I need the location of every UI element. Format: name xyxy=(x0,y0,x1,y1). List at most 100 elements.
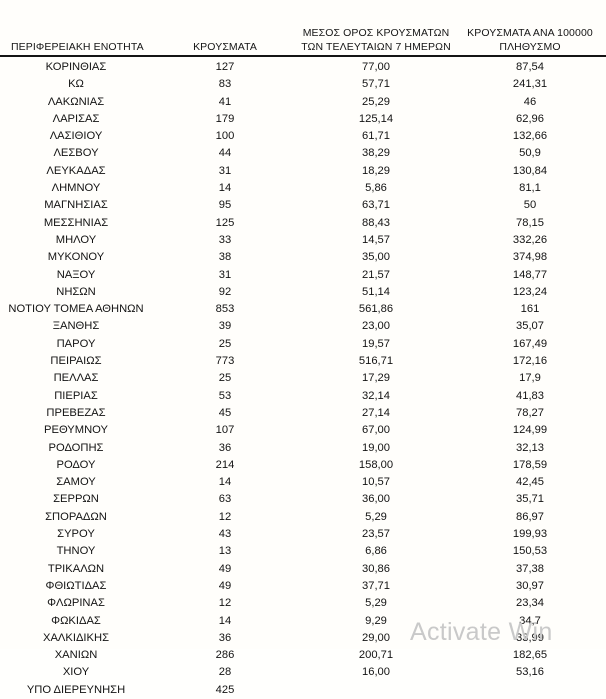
table-row[interactable]: ΤΡΙΚΑΛΩΝ 49 30,86 37,38 xyxy=(0,561,606,578)
cell-cases: 286 xyxy=(215,649,235,662)
cell-region: ΜΑΓΝΗΣΙΑΣ xyxy=(44,199,108,212)
cell-avg7: 88,43 xyxy=(362,216,390,229)
cell-region: ΛΕΣΒΟΥ xyxy=(53,147,99,160)
table-header: ΠΕΡΙΦΕΡΕΙΑΚΗ ΕΝΟΤΗΤΑ ΚΡΟΥΣΜΑΤΑ ΜΕΣΟΣ ΟΡΟ… xyxy=(0,14,606,57)
cell-avg7: 51,14 xyxy=(362,285,390,298)
cell-per100k: 78,27 xyxy=(516,406,544,419)
table-row[interactable]: ΦΩΚΙΔΑΣ 14 9,29 34,7 xyxy=(0,613,606,630)
table-row[interactable]: ΜΥΚΟΝΟΥ 38 35,00 374,98 xyxy=(0,249,606,266)
table-row[interactable]: ΧΙΟΥ 28 16,00 53,16 xyxy=(0,664,606,681)
table-row[interactable]: ΝΟΤΙΟΥ ΤΟΜΕΑ ΑΘΗΝΩΝ 853 561,86 161 xyxy=(0,301,606,318)
cell-cases: 49 xyxy=(218,579,232,592)
cell-cases: 214 xyxy=(215,458,235,471)
cell-per100k: 30,97 xyxy=(516,579,544,592)
table-row[interactable]: ΤΗΝΟΥ 13 6,86 150,53 xyxy=(0,543,606,560)
cell-per100k: 81,1 xyxy=(519,182,541,195)
table-row[interactable]: ΛΗΜΝΟΥ 14 5,86 81,1 xyxy=(0,180,606,197)
cell-per100k: 35,07 xyxy=(516,320,544,333)
table-row[interactable]: ΠΕΛΛΑΣ 25 17,29 17,9 xyxy=(0,370,606,387)
cell-per100k: 62,96 xyxy=(516,112,544,125)
table-row[interactable]: ΝΗΣΩΝ 92 51,14 123,24 xyxy=(0,284,606,301)
cell-cases: 53 xyxy=(218,389,232,402)
cell-avg7: 36,00 xyxy=(362,493,390,506)
column-header-per100k: ΚΡΟΥΣΜΑΤΑ ΑΝΑ 100000 ΠΛΗΘΥΣΜΟ xyxy=(454,14,606,57)
cell-region: ΥΠΟ ΔΙΕΡΕΥΝΗΣΗ xyxy=(26,683,126,696)
cell-avg7: 25,29 xyxy=(362,95,390,108)
cell-cases: 13 xyxy=(218,545,232,558)
cell-cases: 39 xyxy=(218,320,232,333)
cell-region: ΝΟΤΙΟΥ ΤΟΜΕΑ ΑΘΗΝΩΝ xyxy=(8,303,144,316)
table-row[interactable]: ΛΑΡΙΣΑΣ 179 125,14 62,96 xyxy=(0,111,606,128)
cell-region: ΧΑΝΙΩΝ xyxy=(54,649,98,662)
cell-per100k: 178,59 xyxy=(512,458,548,471)
cell-cases: 92 xyxy=(218,285,232,298)
cell-cases: 853 xyxy=(215,303,235,316)
cell-avg7: 30,86 xyxy=(362,562,390,575)
cell-per100k: 32,13 xyxy=(516,441,544,454)
cell-region: ΤΗΝΟΥ xyxy=(56,545,96,558)
cell-region: ΜΥΚΟΝΟΥ xyxy=(47,251,105,264)
cell-cases: 38 xyxy=(218,251,232,264)
cell-avg7: 37,71 xyxy=(362,579,390,592)
cell-region: ΣΥΡΟΥ xyxy=(57,528,95,541)
table-row[interactable]: ΛΕΣΒΟΥ 44 38,29 50,9 xyxy=(0,145,606,162)
cell-avg7: 77,00 xyxy=(362,61,390,73)
table-row[interactable]: ΧΑΛΚΙΔΙΚΗΣ 36 29,00 33,99 xyxy=(0,630,606,647)
cell-per100k: 50,9 xyxy=(519,147,541,160)
table-row[interactable]: ΣΑΜΟΥ 14 10,57 42,45 xyxy=(0,474,606,491)
cell-cases: 31 xyxy=(218,268,232,281)
table-row[interactable]: ΜΕΣΣΗΝΙΑΣ 125 88,43 78,15 xyxy=(0,215,606,232)
cell-cases: 14 xyxy=(218,614,232,627)
table-row[interactable]: ΚΩ 83 57,71 241,31 xyxy=(0,76,606,93)
cell-cases: 63 xyxy=(218,493,232,506)
table-row[interactable]: ΞΑΝΘΗΣ 39 23,00 35,07 xyxy=(0,318,606,335)
column-header-region-line1: ΠΕΡΙΦΕΡΕΙΑΚΗ ΕΝΟΤΗΤΑ xyxy=(11,40,144,53)
cell-region: ΛΑΡΙΣΑΣ xyxy=(52,112,100,125)
table-row[interactable]: ΡΟΔΟΥ 214 158,00 178,59 xyxy=(0,457,606,474)
cell-region: ΡΟΔΟΠΗΣ xyxy=(48,441,104,454)
table-row[interactable]: ΥΠΟ ΔΙΕΡΕΥΝΗΣΗ 425 xyxy=(0,682,606,699)
cell-avg7: 19,00 xyxy=(362,441,390,454)
cell-region: ΦΘΙΩΤΙΔΑΣ xyxy=(45,579,107,592)
cell-per100k: 167,49 xyxy=(512,337,548,350)
table-row[interactable]: ΡΟΔΟΠΗΣ 36 19,00 32,13 xyxy=(0,440,606,457)
cell-region: ΤΡΙΚΑΛΩΝ xyxy=(47,562,105,575)
cell-avg7: 35,00 xyxy=(362,251,390,264)
cell-region: ΣΕΡΡΩΝ xyxy=(53,493,99,506)
table-row[interactable]: ΛΑΚΩΝΙΑΣ 41 25,29 46 xyxy=(0,94,606,111)
table-row[interactable]: ΠΑΡΟΥ 25 19,57 167,49 xyxy=(0,336,606,353)
rule-cell xyxy=(0,55,152,59)
cell-cases: 107 xyxy=(215,424,235,437)
table-row[interactable]: ΠΙΕΡΙΑΣ 53 32,14 41,83 xyxy=(0,388,606,405)
cell-region: ΛΕΥΚΑΔΑΣ xyxy=(46,164,106,177)
table-row[interactable]: ΜΑΓΝΗΣΙΑΣ 95 63,71 50 xyxy=(0,197,606,214)
cell-per100k: 374,98 xyxy=(512,251,548,264)
cell-avg7: 38,29 xyxy=(362,147,390,160)
table-row[interactable]: ΜΗΛΟΥ 33 14,57 332,26 xyxy=(0,232,606,249)
table-row[interactable]: ΛΕΥΚΑΔΑΣ 31 18,29 130,84 xyxy=(0,163,606,180)
cell-cases: 12 xyxy=(218,597,232,610)
table-row[interactable]: ΠΡΕΒΕΖΑΣ 45 27,14 78,27 xyxy=(0,405,606,422)
rule-cell xyxy=(152,55,298,59)
table-row[interactable]: ΦΘΙΩΤΙΔΑΣ 49 37,71 30,97 xyxy=(0,578,606,595)
cell-region: ΛΗΜΝΟΥ xyxy=(51,182,101,195)
cell-per100k: 41,83 xyxy=(516,389,544,402)
table-row[interactable]: ΚΟΡΙΝΘΙΑΣ 127 77,00 87,54 xyxy=(0,59,606,76)
cell-per100k: 148,77 xyxy=(512,268,548,281)
cell-avg7: 10,57 xyxy=(362,476,390,489)
cell-region: ΡΟΔΟΥ xyxy=(56,458,96,471)
table-row[interactable]: ΣΥΡΟΥ 43 23,57 199,93 xyxy=(0,526,606,543)
table-row[interactable]: ΦΛΩΡΙΝΑΣ 12 5,29 23,34 xyxy=(0,595,606,612)
cell-region: ΜΗΛΟΥ xyxy=(55,233,97,246)
cell-per100k: 17,9 xyxy=(519,372,541,385)
table-row[interactable]: ΝΑΞΟΥ 31 21,57 148,77 xyxy=(0,267,606,284)
table-row[interactable]: ΣΕΡΡΩΝ 63 36,00 35,71 xyxy=(0,491,606,508)
table-row[interactable]: ΧΑΝΙΩΝ 286 200,71 182,65 xyxy=(0,647,606,664)
table-row[interactable]: ΡΕΘΥΜΝΟΥ 107 67,00 124,99 xyxy=(0,422,606,439)
table-row[interactable]: ΠΕΙΡΑΙΩΣ 773 516,71 172,16 xyxy=(0,353,606,370)
cell-cases: 12 xyxy=(218,510,232,523)
table-row[interactable]: ΣΠΟΡΑΔΩΝ 12 5,29 86,97 xyxy=(0,509,606,526)
table-row[interactable]: ΛΑΣΙΘΙΟΥ 100 61,71 132,66 xyxy=(0,128,606,145)
cell-avg7: 516,71 xyxy=(358,355,394,368)
cell-region: ΠΑΡΟΥ xyxy=(56,337,96,350)
